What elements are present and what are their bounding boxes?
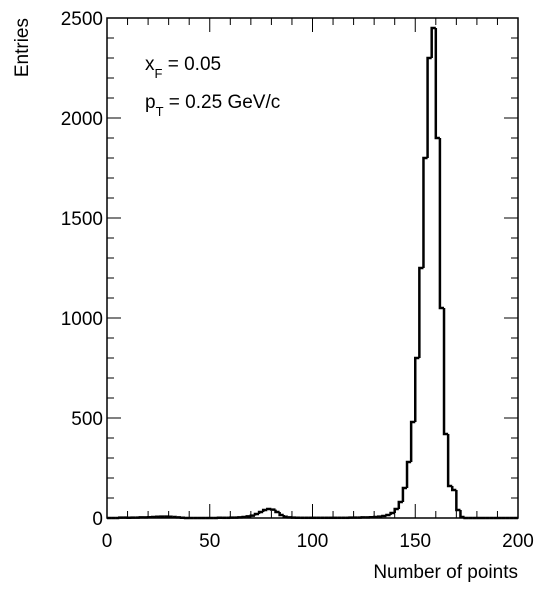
y-tick-label: 500 xyxy=(71,409,103,430)
y-tick-label: 0 xyxy=(92,509,103,530)
annotation-subscript: T xyxy=(156,104,164,119)
annotation-text: x xyxy=(145,54,155,75)
annotation-rest: = 0.25 GeV/c xyxy=(164,92,281,113)
x-tick-label: 200 xyxy=(502,531,534,552)
histogram-bin xyxy=(419,268,423,358)
annotation-rest: = 0.05 xyxy=(162,54,221,75)
histogram-bin xyxy=(391,513,395,515)
histogram-bin xyxy=(280,512,284,515)
x-axis-label: Number of points xyxy=(373,562,518,583)
y-tick-label: 1500 xyxy=(61,209,103,230)
histogram-bin xyxy=(456,490,460,510)
x-tick-label: 150 xyxy=(399,531,431,552)
histogram-bin xyxy=(395,509,399,513)
histogram-bin xyxy=(247,516,251,517)
histogram-bin xyxy=(251,516,255,517)
histogram-bin xyxy=(284,515,288,517)
histogram-bin xyxy=(403,488,407,502)
histogram-bin xyxy=(448,434,452,486)
histogram-bin xyxy=(411,422,415,462)
histogram-bin xyxy=(399,502,403,509)
histogram-bin xyxy=(436,28,440,138)
histogram-bin xyxy=(259,512,263,514)
histogram-bin xyxy=(407,462,411,488)
histogram-bin xyxy=(444,308,448,434)
histogram-bin xyxy=(255,514,259,516)
y-axis-label: Entries xyxy=(12,18,33,77)
y-tick-label: 1000 xyxy=(61,309,103,330)
histogram-bin xyxy=(465,517,469,518)
histogram-bin xyxy=(382,516,386,517)
histogram-bin xyxy=(460,510,464,517)
histogram-bin xyxy=(276,510,280,512)
annotation-text: p xyxy=(145,92,156,113)
histogram-bin xyxy=(423,158,427,268)
x-tick-label: 0 xyxy=(102,531,113,552)
y-tick-label: 2500 xyxy=(61,9,103,30)
histogram-bin xyxy=(288,517,292,518)
annotation: pT = 0.25 GeV/c xyxy=(145,92,280,119)
histogram-bin xyxy=(263,510,267,512)
annotation: xF = 0.05 xyxy=(145,54,221,81)
histogram-bin xyxy=(440,138,444,308)
histogram-bin xyxy=(452,486,456,490)
histogram-bin xyxy=(386,515,390,516)
annotation-subscript: F xyxy=(155,66,163,81)
histogram-bin xyxy=(271,509,275,510)
x-tick-label: 100 xyxy=(297,531,329,552)
histogram-bin xyxy=(428,58,432,158)
x-tick-label: 50 xyxy=(199,531,220,552)
y-tick-label: 2000 xyxy=(61,109,103,130)
histogram-bin xyxy=(415,358,419,422)
